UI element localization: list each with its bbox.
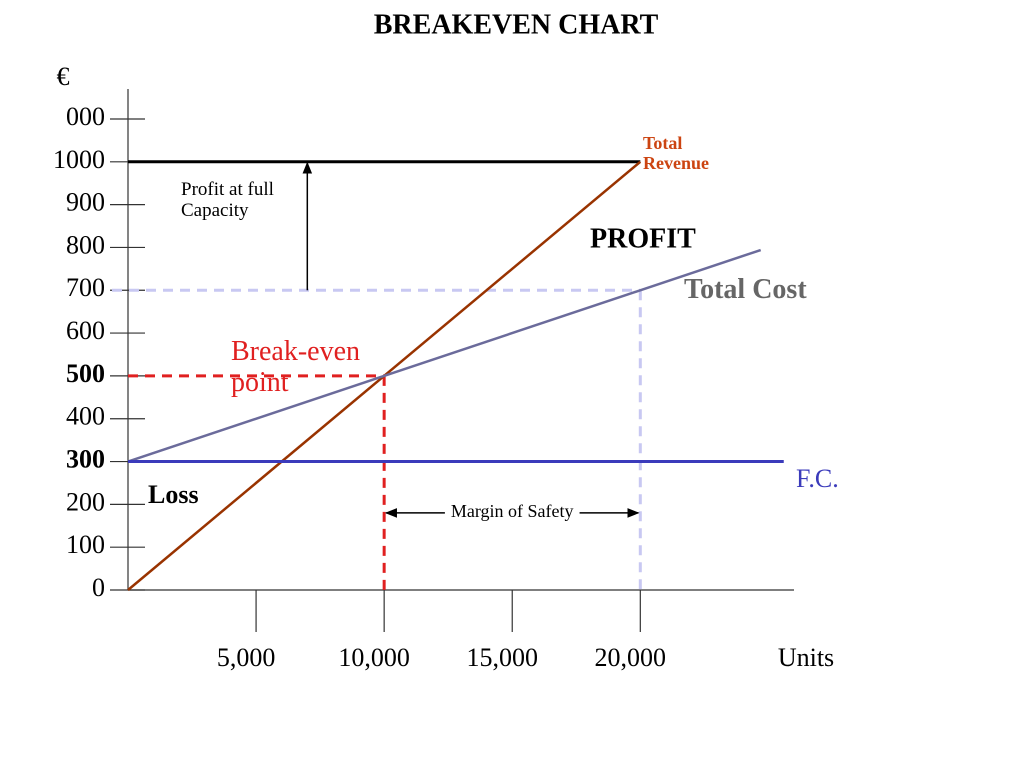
- x-axis-label: Units: [778, 643, 834, 672]
- profit-capacity-label: Profit at full Capacity: [181, 179, 274, 221]
- y-tick-label: 000: [66, 102, 105, 131]
- breakeven-label: Break-even point: [231, 336, 361, 398]
- x-tick-label: 20,000: [595, 643, 667, 672]
- loss-label: Loss: [148, 480, 199, 509]
- y-tick-label: 800: [66, 230, 105, 259]
- y-tick-label: 900: [66, 188, 105, 217]
- y-tick-label: 700: [66, 273, 105, 302]
- series-line: [127, 248, 762, 463]
- y-tick-label: 500: [66, 359, 105, 388]
- x-tick-label: 5,000: [217, 643, 276, 672]
- y-tick-label: 600: [66, 316, 105, 345]
- y-tick-label: 400: [66, 402, 105, 431]
- y-tick-label: 200: [66, 487, 105, 516]
- y-tick-label: 100: [66, 530, 105, 559]
- y-tick-label: 0: [92, 573, 105, 602]
- x-tick-label: 15,000: [466, 643, 538, 672]
- chart-title: BREAKEVEN CHART: [374, 9, 659, 40]
- series-label: Total Revenue: [643, 133, 709, 173]
- margin-label: Margin of Safety: [451, 501, 574, 521]
- x-tick-label: 10,000: [338, 643, 410, 672]
- profit-label: PROFIT: [590, 223, 696, 254]
- series-label: Total Cost: [684, 274, 807, 305]
- y-axis-label: €: [57, 62, 70, 91]
- series-label: F.C.: [796, 464, 839, 493]
- y-tick-label: 1000: [53, 145, 105, 174]
- y-tick-label: 300: [66, 445, 105, 474]
